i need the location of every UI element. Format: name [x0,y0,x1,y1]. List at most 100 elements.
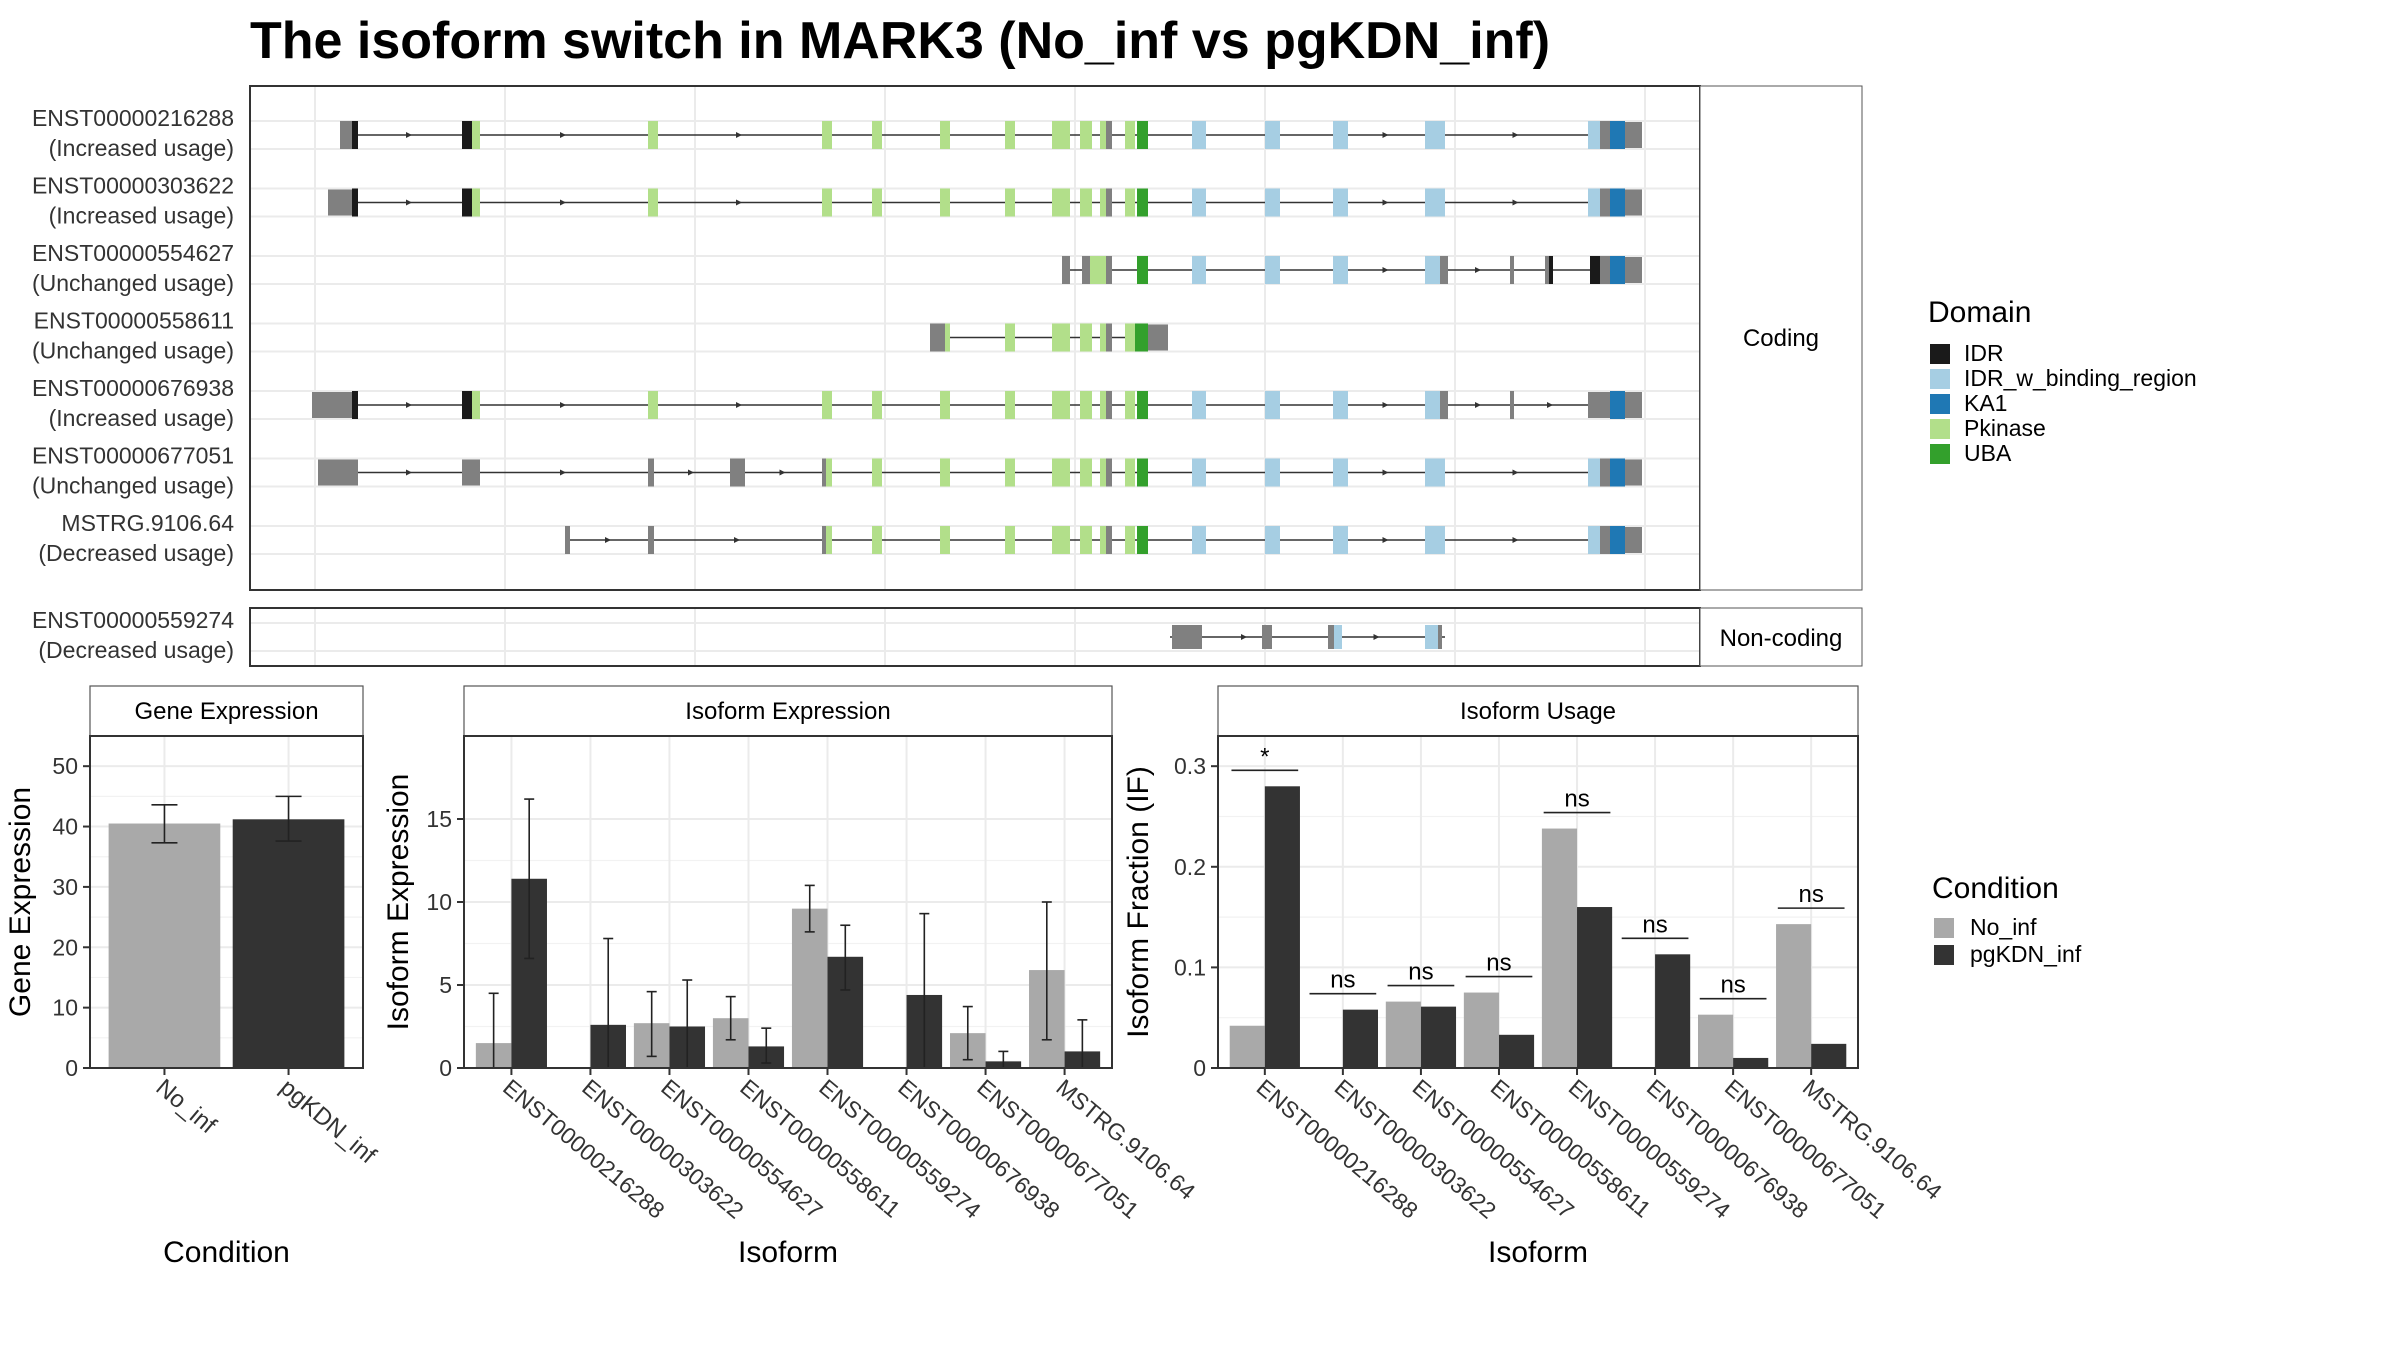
exon-Pkinase [872,121,882,149]
exon-Pkinase [1052,121,1070,149]
intron-arrow [1382,469,1389,476]
exon-exon [1600,526,1610,554]
panel-strip [463,685,1113,737]
exon-IDR_w_binding_region [1425,625,1438,649]
exon-IDR_w_binding_region [1333,458,1348,487]
exon-UBA [1137,121,1148,149]
intron-arrow [736,132,742,138]
intron-arrow [736,199,742,206]
exon-Pkinase [872,188,882,217]
legend-label-No_inf: No_inf [1970,914,2037,940]
y-tick-label: 50 [52,753,78,779]
exon-IDR_w_binding_region [1588,121,1600,149]
exon-exon [1106,256,1112,284]
exon-Pkinase [872,526,882,554]
exon-IDR [352,121,358,149]
exon-exon [340,121,352,149]
legend-key-pgKDN_inf [1934,945,1954,965]
y-tick-label: 0.3 [1174,753,1206,779]
exon-Pkinase [1080,391,1092,419]
noncoding-strip-label: Non-coding [1720,625,1843,652]
exon-Pkinase [1005,323,1015,352]
exon-Pkinase [872,391,882,419]
y-tick-label: 10 [52,995,78,1021]
intron-arrow [1512,537,1519,543]
exon-exon [1106,121,1112,149]
y-tick-label: 0 [439,1055,452,1081]
transcript-id-label: ENST00000303622 [32,173,234,199]
panel-strip [1217,685,1859,737]
exon-exon [1106,526,1112,554]
panel-title: Isoform Usage [1460,698,1616,725]
exon-exon [1440,256,1448,284]
facet-strip-1 [1699,607,1863,667]
exon-IDR_w_binding_region [1265,188,1280,217]
y-tick-label: 30 [52,874,78,900]
exon-IDR_w_binding_region [1425,121,1445,149]
transcript-usage-label: (Unchanged usage) [32,270,234,296]
legend-label-KA1: KA1 [1964,390,2007,416]
exon-IDR_w_binding_region [1192,188,1206,217]
figure-title: The isoform switch in MARK3 (No_inf vs p… [250,12,1550,70]
y-tick-label: 0 [1193,1055,1206,1081]
exon-Pkinase [940,458,950,487]
exon-exon [1588,392,1610,418]
legend-label-IDR: IDR [1964,340,2004,366]
exon-exon [1106,391,1112,419]
transcript-track-ENST00000677051 [318,458,1642,487]
exon-Pkinase [822,121,832,149]
legend-label-pgKDN_inf: pgKDN_inf [1970,941,2082,967]
intron-arrow [779,469,786,476]
exon-Pkinase [648,391,658,419]
isoform-expression-chart: Isoform Expression051015ENST00000216288E… [382,685,1200,1269]
exon-UBA [1137,526,1148,554]
exon-IDR [462,391,472,419]
bar-No_inf-ENST00000559274 [791,908,828,1068]
exon-IDR [352,188,358,217]
exon-Pkinase [1080,188,1092,217]
exon-IDR_w_binding_region [1333,526,1348,554]
intron-arrow [1512,132,1519,138]
exon-exon [1600,188,1610,217]
y-tick-label: 0.2 [1174,854,1206,880]
significance-label: ns [1330,967,1355,994]
exon-IDR_w_binding_region [1192,121,1206,149]
exon-IDR [462,121,472,149]
transcript-id-label: ENST00000216288 [32,105,234,131]
exon-IDR [1549,256,1553,284]
intron-arrow [1475,267,1481,273]
intron-arrow [1382,402,1389,408]
exon-exon [822,458,826,487]
exon-Pkinase [1052,458,1070,487]
exon-Pkinase [826,458,832,487]
exon-exon [1510,256,1514,284]
legend-key-KA1 [1930,394,1950,414]
transcript-id-label: MSTRG.9106.64 [61,510,234,536]
exon-IDR_w_binding_region [1333,391,1348,419]
exon-Pkinase [1080,458,1092,487]
legend-key-Pkinase [1930,419,1950,439]
exon-Pkinase [1052,526,1070,554]
x-axis-title: Isoform [1488,1236,1588,1269]
exon-Pkinase [472,121,480,149]
isoform-usage-chart: Isoform Usage*ns ns nsnsnsnsns00.10.20.3EN… [1122,685,1947,1269]
exon-IDR_w_binding_region [1265,121,1280,149]
intron-arrow [1547,402,1553,408]
bar-pgKDN_inf-ENST00000676938 [1655,954,1691,1068]
exon-exon [930,323,945,352]
y-tick-label: 0 [65,1055,78,1081]
intron-arrow [1382,132,1389,138]
exon-exon [822,526,826,554]
legend-label-Pkinase: Pkinase [1964,415,2046,441]
exon-exon [312,392,352,418]
significance-label: ns [1564,786,1589,813]
exon-exon [648,458,654,487]
exon-IDR_w_binding_region [1588,188,1600,217]
x-axis-title: Isoform [738,1236,838,1269]
exon-Pkinase [1080,121,1092,149]
intron-arrow [406,469,412,476]
panel-title: Isoform Expression [685,698,890,725]
bar-pgKDN_inf-ENST00000216288 [1264,786,1300,1068]
